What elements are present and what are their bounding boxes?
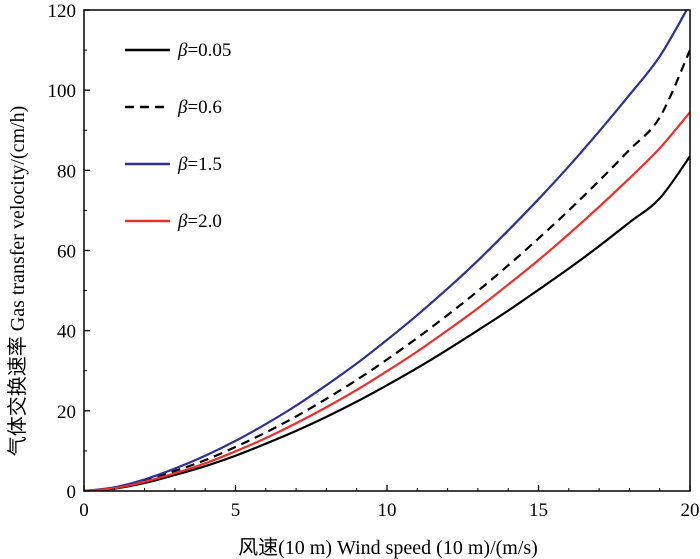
x-tick-label: 0 bbox=[79, 500, 89, 521]
series-line-3 bbox=[84, 10, 688, 491]
legend-label-3: β=1.5 bbox=[177, 154, 222, 175]
series-line-1 bbox=[84, 155, 690, 491]
y-tick-label: 120 bbox=[48, 1, 77, 22]
legend-beta-symbol: β bbox=[177, 211, 188, 232]
y-axis-title: 气体交换速率 Gas transfer velocity/(cm/h) bbox=[6, 106, 29, 456]
x-axis-title: 风速(10 m) Wind speed (10 m)/(m/s) bbox=[238, 536, 538, 559]
legend-value: =0.05 bbox=[187, 40, 231, 61]
x-tick-label: 20 bbox=[681, 500, 700, 521]
y-tick-label: 20 bbox=[57, 402, 76, 423]
x-tick-label: 10 bbox=[378, 500, 397, 521]
plot-background bbox=[84, 10, 690, 491]
axis-ticks: 0 5 10 15 20 0 20 40 60 80 100 120 bbox=[48, 1, 700, 521]
series-line-2 bbox=[84, 49, 690, 491]
plot-area bbox=[84, 10, 690, 491]
legend: β=0.05β=0.6β=1.5β=2.0 bbox=[125, 40, 231, 232]
y-tick-label: 0 bbox=[67, 482, 77, 503]
legend-value: =2.0 bbox=[187, 211, 221, 232]
y-tick-label: 100 bbox=[48, 81, 77, 102]
legend-beta-symbol: β bbox=[177, 40, 188, 61]
series-line-4 bbox=[84, 111, 690, 491]
legend-value: =1.5 bbox=[187, 154, 221, 175]
legend-label-4: β=2.0 bbox=[177, 211, 222, 232]
legend-label-1: β=0.05 bbox=[177, 40, 231, 61]
x-tick-label: 15 bbox=[529, 500, 548, 521]
y-tick-label: 40 bbox=[57, 322, 76, 343]
y-tick-label: 60 bbox=[57, 242, 76, 263]
series-lines bbox=[84, 10, 690, 491]
y-tick-label: 80 bbox=[57, 161, 76, 182]
legend-label-2: β=0.6 bbox=[177, 97, 222, 118]
x-tick-label: 5 bbox=[231, 500, 241, 521]
legend-value: =0.6 bbox=[187, 97, 221, 118]
legend-beta-symbol: β bbox=[177, 97, 188, 118]
legend-beta-symbol: β bbox=[177, 154, 188, 175]
